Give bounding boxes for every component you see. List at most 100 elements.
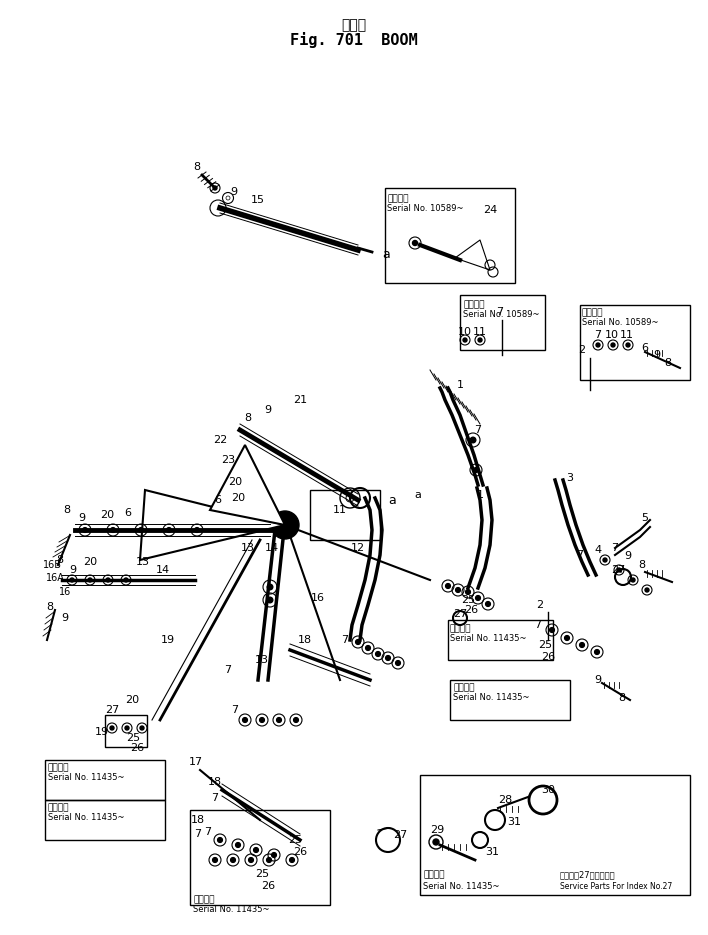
Circle shape [413,240,418,246]
Text: 8: 8 [618,693,626,703]
Text: Serial No. 11435~: Serial No. 11435~ [48,773,125,782]
Text: 適用号機: 適用号機 [463,300,484,309]
Text: 2: 2 [537,600,544,610]
Text: 19: 19 [161,635,175,645]
Text: 9: 9 [595,675,602,685]
Circle shape [617,568,621,572]
Circle shape [549,627,554,632]
Text: 4: 4 [595,545,602,555]
Text: 9: 9 [653,350,661,360]
Text: a: a [388,494,396,507]
Text: 7: 7 [576,550,583,560]
Text: 14: 14 [156,565,170,575]
Text: 9: 9 [230,187,238,197]
Text: 20: 20 [100,510,114,520]
Circle shape [277,717,281,723]
Circle shape [626,343,630,347]
Text: 7: 7 [595,330,602,340]
Text: 25: 25 [126,733,140,743]
Text: 16B: 16B [42,560,62,570]
Text: Serial No. 11435~: Serial No. 11435~ [453,693,530,702]
Text: 7: 7 [232,705,239,715]
Circle shape [645,588,649,592]
Circle shape [365,645,370,651]
Text: Serial No. 11435~: Serial No. 11435~ [423,882,500,891]
Text: 適用号機: 適用号機 [453,683,474,692]
Circle shape [195,527,200,532]
Circle shape [445,583,450,588]
Text: 16: 16 [59,587,71,597]
Bar [105,715,147,747]
Circle shape [106,578,110,582]
Text: 20: 20 [231,493,245,503]
Circle shape [213,186,217,190]
Circle shape [231,857,235,862]
Text: Serial No. 11435~: Serial No. 11435~ [48,813,125,822]
Bar [420,775,690,895]
Text: Serial No. 11435~: Serial No. 11435~ [193,905,270,914]
Text: 20: 20 [125,695,139,705]
Text: Serial No. 10589~: Serial No. 10589~ [463,310,539,319]
Circle shape [474,468,479,472]
Text: Serial No. 11435~: Serial No. 11435~ [450,634,527,643]
Text: Serial No. 10589~: Serial No. 10589~ [387,204,464,213]
Text: 19: 19 [95,727,109,737]
Text: 適用号機: 適用号機 [48,763,69,772]
Circle shape [88,578,92,582]
Text: a: a [382,249,389,262]
Text: 12: 12 [351,543,365,553]
Circle shape [470,438,476,443]
Circle shape [478,338,482,342]
Circle shape [603,558,607,562]
Text: 9: 9 [624,551,632,561]
Circle shape [249,857,253,862]
Text: 8: 8 [664,358,672,368]
Text: 7: 7 [224,665,232,675]
Text: 25: 25 [461,595,475,605]
Circle shape [139,527,144,532]
Circle shape [463,338,467,342]
Circle shape [267,857,271,862]
Text: 27: 27 [453,609,467,619]
Text: 16A: 16A [45,573,64,583]
Text: 8: 8 [57,555,64,565]
Circle shape [110,527,115,532]
Bar [580,305,690,380]
Circle shape [456,587,460,593]
Text: 6: 6 [641,343,649,353]
Text: 9: 9 [69,565,76,575]
Circle shape [486,601,491,607]
Text: 11: 11 [333,505,347,515]
Circle shape [596,343,600,347]
Circle shape [125,726,129,730]
Circle shape [267,584,273,590]
Text: 11: 11 [620,330,634,340]
Text: Fig. 701  BOOM: Fig. 701 BOOM [290,32,418,48]
Circle shape [294,717,298,723]
Circle shape [83,527,87,532]
Bar [385,188,515,283]
Circle shape [564,636,569,640]
Text: 5: 5 [641,513,649,523]
Text: 7: 7 [195,829,202,839]
Text: 8: 8 [47,602,54,612]
Text: 26: 26 [130,743,144,753]
Text: 25: 25 [255,869,269,879]
Text: 24: 24 [483,205,497,215]
Circle shape [631,578,635,582]
Circle shape [466,590,470,595]
Text: 1: 1 [457,380,464,390]
Text: 6: 6 [215,495,222,505]
Text: 18: 18 [208,777,222,787]
Text: 2: 2 [578,345,586,355]
Text: Serial No. 10589~: Serial No. 10589~ [582,318,658,327]
Circle shape [611,343,615,347]
Text: 1: 1 [476,490,484,500]
Text: 11: 11 [473,327,487,337]
Text: 16: 16 [311,593,325,603]
Text: a: a [415,490,421,500]
Text: 14: 14 [265,543,279,553]
Circle shape [70,578,74,582]
Text: 17: 17 [189,757,203,767]
Text: 27: 27 [105,705,119,715]
